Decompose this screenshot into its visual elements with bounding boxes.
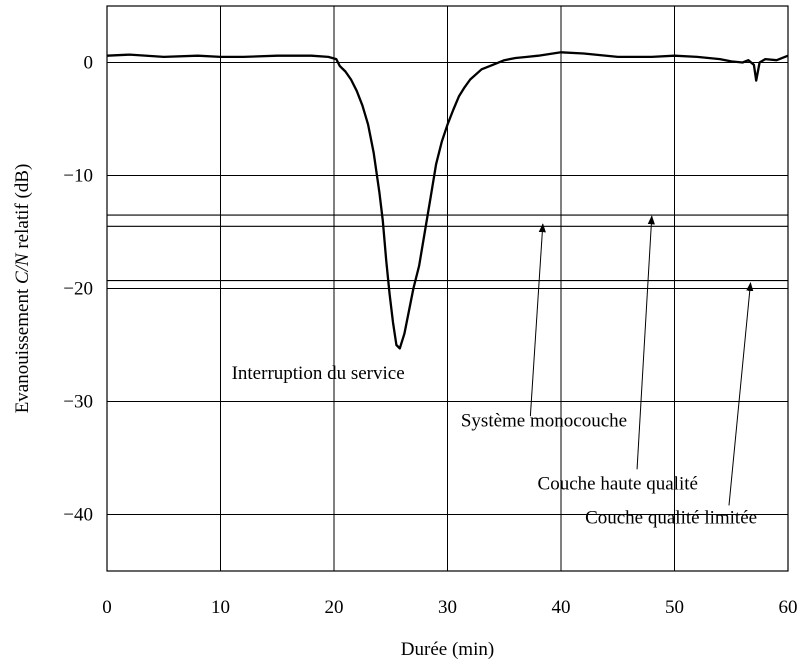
annotation-arrow-3 (728, 281, 754, 506)
x-tick-label-3: 30 (438, 597, 457, 618)
annotation-label-1: Système monocouche (461, 410, 627, 431)
annotations: Interruption du service Système monocouch… (232, 215, 757, 529)
x-tick-label-4: 40 (552, 597, 571, 618)
y-tick-label-1: −10 (63, 166, 93, 187)
y-axis-label: Evanouissement C/N relatif (dB) (12, 164, 33, 414)
y-axis-label-part-3: relatif (dB) (12, 164, 33, 254)
y-axis-label-part-1: Evanouissement (12, 284, 33, 413)
y-axis-ticks: 0 −10 −20 −30 −40 (63, 53, 93, 526)
y-axis-label-part-2: C/N (12, 252, 33, 284)
y-tick-label-3: −30 (63, 392, 93, 413)
x-tick-label-6: 60 (779, 597, 798, 618)
annotation-arrow-2 (636, 215, 655, 470)
x-axis-label: Durée (min) (401, 639, 494, 660)
plot-frame (106, 5, 789, 572)
y-tick-label-2: −20 (63, 279, 93, 300)
x-tick-label-2: 20 (325, 597, 344, 618)
x-tick-label-5: 50 (665, 597, 684, 618)
y-tick-label-4: −40 (63, 505, 93, 526)
threshold-lines (107, 214, 788, 290)
annotation-label-0: Interruption du service (232, 363, 405, 384)
cn-fading-series-line (106, 51, 789, 350)
annotation-arrow-1 (529, 223, 546, 417)
x-axis-ticks: 0 10 20 30 40 50 60 (102, 597, 797, 618)
x-tick-label-0: 0 (102, 597, 112, 618)
annotation-label-3: Couche qualité limitée (585, 508, 757, 529)
x-tick-label-1: 10 (211, 597, 230, 618)
y-tick-label-0: 0 (84, 53, 94, 74)
annotation-label-2: Couche haute qualité (538, 474, 698, 495)
